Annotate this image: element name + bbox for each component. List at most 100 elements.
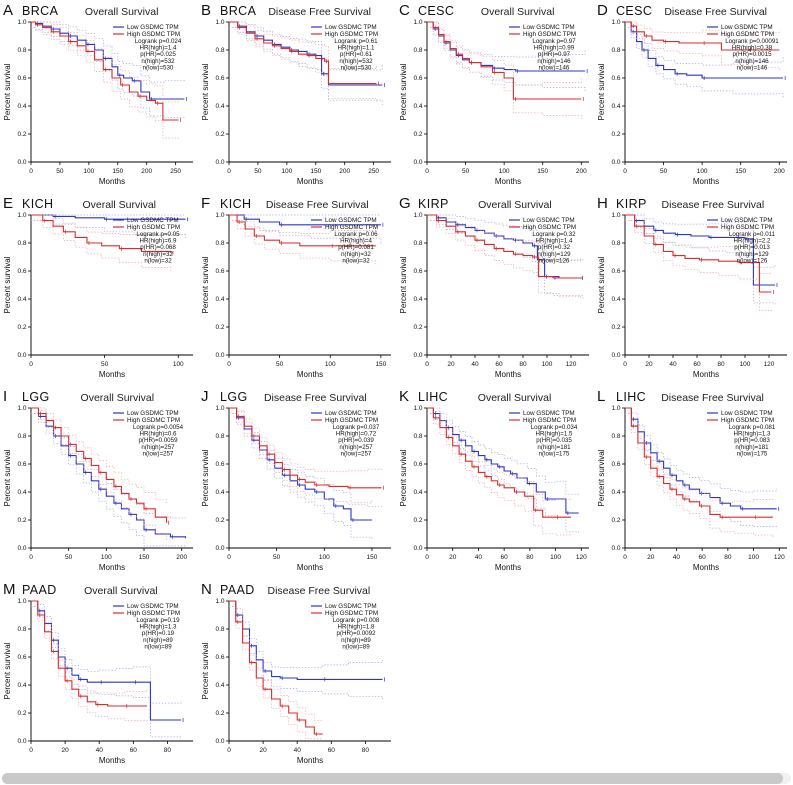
svg-text:0.8: 0.8: [17, 240, 26, 247]
svg-text:HR(high)=4: HR(high)=4: [340, 238, 372, 245]
svg-text:0: 0: [425, 361, 429, 368]
svg-text:Months: Months: [693, 177, 719, 186]
axes: 0.0 0.2 0.4 0.6 0.8 1.0 0 50 100 150 200 Months Perc…: [399, 19, 589, 186]
series-low: [229, 214, 384, 245]
panel-C: C CESC Overall Survival 0.0 0.2 0.4 0.6 0.8 1.0 0…: [397, 2, 595, 195]
svg-text:0: 0: [425, 168, 429, 175]
svg-text:250: 250: [368, 168, 379, 175]
svg-text:Low GSDMC TPM: Low GSDMC TPM: [721, 24, 773, 31]
svg-text:Percent survival: Percent survival: [597, 449, 606, 506]
svg-text:High GSDMC TPM: High GSDMC TPM: [325, 417, 378, 424]
svg-text:p(HR)=0.083: p(HR)=0.083: [734, 437, 770, 444]
scrollbar-thumb[interactable]: [2, 773, 784, 784]
svg-text:Logrank p=0.081: Logrank p=0.081: [729, 424, 776, 431]
svg-text:1.0: 1.0: [215, 405, 224, 412]
svg-text:High GSDMC TPM: High GSDMC TPM: [127, 31, 180, 38]
svg-text:80: 80: [526, 554, 534, 561]
svg-text:200: 200: [339, 168, 350, 175]
svg-text:50: 50: [65, 554, 73, 561]
svg-text:Percent survival: Percent survival: [201, 642, 210, 699]
svg-text:40: 40: [673, 554, 681, 561]
svg-text:50: 50: [101, 361, 109, 368]
stats-block: Logrank p=0.19HR(high)=1.3p(HR)=0.19n(hi…: [136, 617, 180, 650]
stats-block: Logrank p=0.081HR(high)=1.3p(HR)=0.083n(…: [729, 424, 776, 457]
svg-text:n(low)=530: n(low)=530: [143, 64, 174, 71]
svg-text:Low GSDMC TPM: Low GSDMC TPM: [523, 410, 575, 417]
plot-title: Overall Survival: [480, 6, 555, 18]
svg-text:High GSDMC TPM: High GSDMC TPM: [325, 610, 378, 617]
cancer-type-label: LIHC: [418, 390, 449, 404]
svg-text:0.8: 0.8: [413, 433, 422, 440]
svg-text:n(low)=175: n(low)=175: [539, 450, 570, 457]
stats-block: Logrank p=0.037HR(high)=0.72p(HR)=0.039n…: [333, 424, 380, 457]
svg-text:0.6: 0.6: [215, 75, 224, 82]
horizontal-scrollbar[interactable]: [2, 773, 791, 784]
svg-text:Percent survival: Percent survival: [201, 63, 210, 120]
svg-text:150: 150: [367, 554, 378, 561]
svg-text:0.0: 0.0: [611, 159, 620, 166]
svg-text:60: 60: [501, 554, 509, 561]
svg-text:0.4: 0.4: [17, 489, 26, 496]
svg-text:100: 100: [740, 361, 751, 368]
svg-text:HR(high)=0.72: HR(high)=0.72: [336, 431, 377, 438]
svg-text:200: 200: [176, 554, 187, 561]
svg-text:0.4: 0.4: [215, 682, 224, 689]
panel-letter: M: [3, 581, 16, 598]
svg-text:0.8: 0.8: [611, 433, 620, 440]
km-plot-K: 0.0 0.2 0.4 0.6 0.8 1.0 0 20 40 60 80 100 120 Months P…: [399, 405, 589, 572]
stats-block: Logrank p=0.61HR(high)=1.1p(HR)=0.61n(hi…: [334, 38, 378, 71]
svg-text:Percent survival: Percent survival: [3, 449, 12, 506]
svg-text:100: 100: [542, 361, 553, 368]
svg-text:0.8: 0.8: [611, 240, 620, 247]
svg-text:p(HR)=0.0059: p(HR)=0.0059: [138, 437, 178, 444]
cancer-type-label: CESC: [418, 4, 455, 18]
svg-text:Percent survival: Percent survival: [597, 63, 606, 120]
svg-text:High GSDMC TPM: High GSDMC TPM: [127, 417, 180, 424]
svg-text:Logrank p=0.19: Logrank p=0.19: [136, 617, 180, 624]
cancer-type-label: PAAD: [22, 583, 57, 597]
svg-text:n(high)=181: n(high)=181: [735, 444, 769, 451]
svg-text:0.8: 0.8: [413, 240, 422, 247]
plot-title: Disease Free Survival: [267, 585, 371, 597]
cancer-type-label: BRCA: [220, 4, 257, 18]
stats-block: Logrank p=0.97HR(high)=0.99p(HR)=0.97n(h…: [532, 38, 576, 71]
svg-text:n(high)=89: n(high)=89: [341, 637, 371, 644]
cancer-type-label: KICH: [220, 197, 252, 211]
svg-text:150: 150: [537, 168, 548, 175]
svg-text:0.4: 0.4: [215, 103, 224, 110]
cancer-type-label: PAAD: [220, 583, 255, 597]
series-high: [427, 407, 572, 537]
svg-text:n(high)=257: n(high)=257: [141, 444, 175, 451]
svg-text:150: 150: [735, 168, 746, 175]
svg-text:1.0: 1.0: [413, 19, 422, 26]
svg-text:Low GSDMC TPM: Low GSDMC TPM: [523, 217, 575, 224]
svg-text:n(high)=532: n(high)=532: [141, 58, 175, 65]
panel-K: K LIHC Overall Survival 0.0 0.2 0.4 0.6 0.8 1.0 0…: [397, 388, 595, 581]
svg-text:n(high)=32: n(high)=32: [143, 251, 173, 258]
svg-text:20: 20: [647, 554, 655, 561]
plot-title: Overall Survival: [478, 199, 552, 211]
svg-text:Percent survival: Percent survival: [399, 63, 408, 120]
svg-text:0.6: 0.6: [17, 75, 26, 82]
panel-E: E KICH Overall Survival 0.0 0.2 0.4 0.6 0.8 1.0 0…: [1, 195, 199, 388]
svg-text:p(HR)=0.039: p(HR)=0.039: [338, 437, 374, 444]
panel-letter: C: [399, 2, 410, 19]
svg-text:0.2: 0.2: [17, 324, 26, 331]
svg-text:p(HR)=0.97: p(HR)=0.97: [538, 51, 571, 58]
svg-text:Months: Months: [297, 563, 323, 572]
svg-text:High GSDMC TPM: High GSDMC TPM: [721, 224, 774, 231]
svg-text:0.8: 0.8: [215, 433, 224, 440]
svg-text:1.0: 1.0: [17, 19, 26, 26]
km-plot-L: 0.0 0.2 0.4 0.6 0.8 1.0 0 20 40 60 80 100 120 Months P…: [597, 405, 787, 572]
svg-text:1.0: 1.0: [413, 405, 422, 412]
panel-header: N PAAD Disease Free Survival: [199, 581, 397, 598]
svg-text:100: 100: [101, 554, 112, 561]
svg-text:Months: Months: [693, 370, 719, 379]
km-plot-I: 0.0 0.2 0.4 0.6 0.8 1.0 0 50 100 150 200 Months Perc…: [3, 405, 193, 572]
panel-A: A BRCA Overall Survival 0.0 0.2 0.4 0.6 0.8 1.0 0…: [1, 2, 199, 195]
svg-text:n(high)=146: n(high)=146: [537, 58, 571, 65]
svg-text:Low GSDMC TPM: Low GSDMC TPM: [523, 24, 575, 31]
svg-text:n(high)=129: n(high)=129: [537, 251, 571, 258]
svg-text:n(high)=181: n(high)=181: [537, 444, 571, 451]
